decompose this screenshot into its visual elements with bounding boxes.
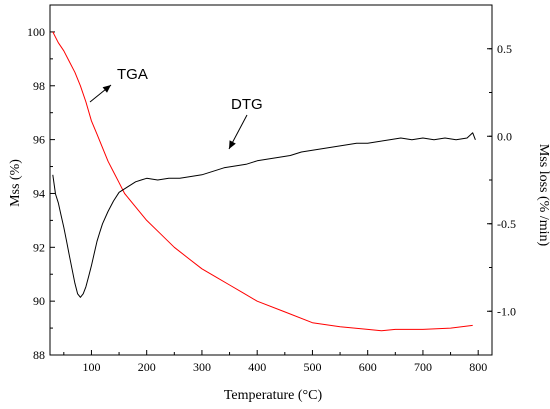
y-axis-left-title: Mss (%) — [8, 159, 23, 207]
series-group — [52, 31, 476, 332]
annotation-tga-arrow-head — [102, 85, 111, 93]
x-tick-label: 600 — [359, 360, 377, 374]
axes-group: 100 200 300 400 500 600 700 800 88 90 92 94 96 98 100 0… — [27, 4, 516, 374]
y-right-tick-label: -0.5 — [497, 217, 516, 231]
plot-frame — [49, 4, 493, 356]
x-tick-label: 800 — [469, 360, 487, 374]
y-left-tick-label: 92 — [33, 240, 45, 254]
y-axis-right-title: Mss loss (% /min) — [536, 144, 550, 247]
y-left-tick-label: 100 — [27, 25, 45, 39]
annotation-dtg-label: DTG — [231, 96, 263, 113]
x-axis-title: Temperature (°C) — [224, 388, 323, 403]
y-left-tick-label: 96 — [33, 133, 45, 147]
y-left-tick-label: 90 — [33, 294, 45, 308]
y-right-tick-label: 0.5 — [497, 42, 512, 56]
x-tick-label: 500 — [303, 360, 321, 374]
x-tick-label: 700 — [414, 360, 432, 374]
annotation-tga-label: TGA — [117, 66, 148, 83]
y-right-tick-label: 0.0 — [497, 129, 512, 143]
series-tga-line — [52, 31, 473, 332]
x-tick-label: 300 — [193, 360, 211, 374]
annotations-group: TGA DTG — [89, 66, 263, 150]
y-left-tick-label: 88 — [33, 348, 45, 362]
x-tick-label: 100 — [82, 360, 100, 374]
y-right-tick-label: -1.0 — [497, 304, 516, 318]
y-left-tick-label: 94 — [33, 186, 45, 200]
series-dtg-line — [52, 132, 476, 298]
y-left-tick-label: 98 — [33, 79, 45, 93]
x-tick-label: 200 — [138, 360, 156, 374]
x-tick-label: 400 — [248, 360, 266, 374]
annotation-dtg-arrow-head — [229, 140, 236, 149]
